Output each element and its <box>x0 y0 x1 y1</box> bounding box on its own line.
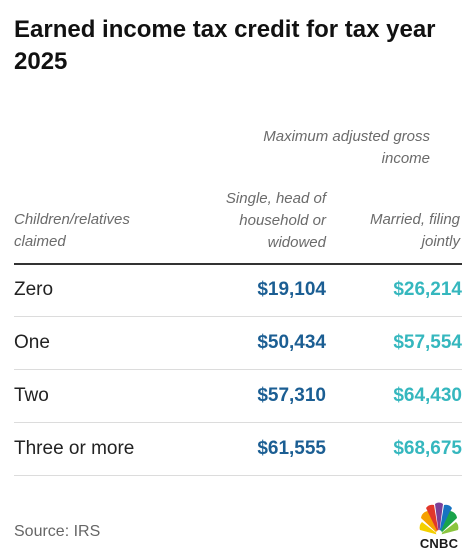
single-value: $50,434 <box>257 332 326 353</box>
column-header-single: Single, head of household or widowed <box>225 190 326 251</box>
row-label: Zero <box>14 279 54 300</box>
single-value: $61,555 <box>257 438 326 459</box>
peacock-icon <box>419 502 459 536</box>
source-note: Source: IRS <box>14 523 101 540</box>
group-header: Maximum adjusted gross income <box>263 128 430 167</box>
row-label: Two <box>14 385 49 406</box>
logo-text: CNBC <box>419 536 459 551</box>
table-row: One $50,434 $57,554 <box>14 318 462 370</box>
header-divider <box>14 263 462 265</box>
column-header-children: Children/relatives claimed <box>14 211 130 250</box>
single-value: $19,104 <box>257 279 326 300</box>
married-value: $26,214 <box>393 279 462 300</box>
cnbc-logo: CNBC <box>412 502 466 552</box>
married-value: $68,675 <box>393 438 462 459</box>
row-divider <box>14 369 462 370</box>
table-row: Two $57,310 $64,430 <box>14 371 462 423</box>
married-value: $57,554 <box>393 332 462 353</box>
table-row: Three or more $61,555 $68,675 <box>14 424 462 476</box>
table-row: Zero $19,104 $26,214 <box>14 265 462 317</box>
page-title: Earned income tax credit for tax year 20… <box>14 16 436 75</box>
column-header-married: Married, filing jointly <box>369 211 460 250</box>
married-value: $64,430 <box>393 385 462 406</box>
row-divider <box>14 422 462 423</box>
single-value: $57,310 <box>257 385 326 406</box>
row-divider <box>14 316 462 317</box>
row-label: One <box>14 332 50 353</box>
row-divider <box>14 475 462 476</box>
row-label: Three or more <box>14 438 135 459</box>
